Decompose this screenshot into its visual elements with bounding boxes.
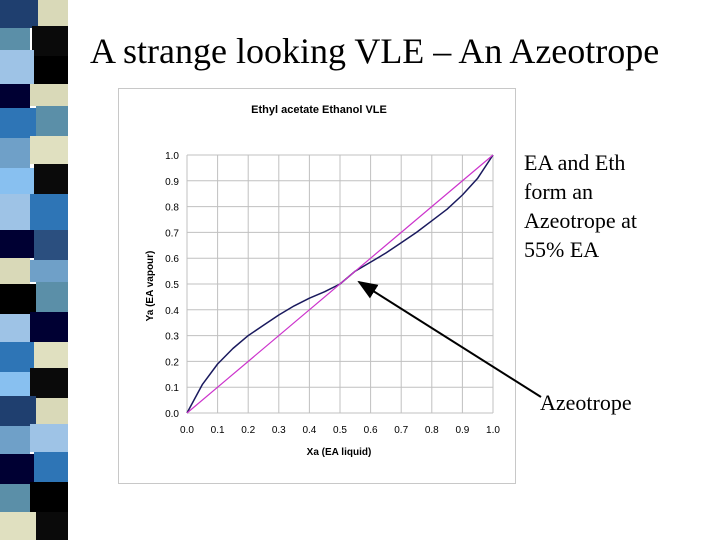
x-tick-label: 0.9	[455, 425, 469, 436]
x-tick-label: 0.5	[333, 425, 347, 436]
stripe-block	[38, 0, 68, 26]
stripe-block	[34, 56, 68, 84]
stripe-block	[34, 452, 68, 482]
note-line-1: EA and Eth	[524, 150, 626, 175]
stripe-block	[30, 424, 68, 452]
stripe-block	[34, 342, 68, 368]
stripe-block	[36, 282, 68, 312]
stripe-block	[0, 84, 30, 108]
decorative-side-stripe	[0, 0, 84, 540]
note-line-2: form an	[524, 179, 594, 204]
stripe-block	[0, 512, 36, 540]
stripe-block	[0, 284, 36, 314]
y-tick-label: 0.4	[165, 306, 179, 317]
stripe-block	[0, 372, 30, 396]
stripe-block	[0, 396, 36, 426]
stripe-block	[0, 314, 30, 342]
stripe-block	[0, 484, 30, 512]
stripe-block	[30, 136, 68, 164]
stripe-block	[0, 168, 34, 194]
stripe-block	[0, 258, 30, 284]
stripe-block	[0, 342, 34, 372]
stripe-block	[0, 454, 34, 484]
stripe-block	[0, 50, 34, 84]
stripe-block	[0, 28, 30, 50]
stripe-block	[36, 398, 68, 424]
y-tick-label: 0.1	[165, 383, 179, 394]
stripe-block	[34, 230, 68, 260]
note-line-3: Azeotrope at	[524, 208, 637, 233]
y-axis-label: Ya (EA vapour)	[145, 251, 156, 322]
stripe-block	[36, 106, 68, 136]
y-tick-label: 0.2	[165, 357, 179, 368]
y-tick-label: 0.7	[165, 228, 179, 239]
stripe-block	[30, 312, 68, 342]
x-tick-label: 0.0	[180, 425, 194, 436]
y-tick-label: 0.9	[165, 177, 179, 188]
azeotrope-label: Azeotrope	[540, 390, 632, 415]
note-line-4: 55% EA	[524, 237, 600, 262]
slide-title: A strange looking VLE – An Azeotrope	[90, 31, 660, 71]
x-tick-label: 0.6	[364, 425, 378, 436]
stripe-block	[32, 26, 68, 56]
x-axis-label: Xa (EA liquid)	[307, 447, 372, 458]
chart-title: Ethyl acetate Ethanol VLE	[251, 104, 387, 116]
y-tick-label: 0.0	[165, 409, 179, 420]
y-tick-label: 0.3	[165, 332, 179, 343]
x-tick-label: 0.4	[302, 425, 316, 436]
vle-chart: Ethyl acetate Ethanol VLE 0.00.00.10.10.…	[145, 104, 500, 458]
x-tick-label: 0.7	[394, 425, 408, 436]
x-tick-label: 0.1	[211, 425, 225, 436]
x-tick-label: 0.2	[241, 425, 255, 436]
stripe-block	[0, 426, 30, 454]
stripe-block	[34, 164, 68, 194]
y-tick-label: 0.6	[165, 254, 179, 265]
azeotrope-note: EA and Eth form an Azeotrope at 55% EA	[524, 148, 694, 264]
stripe-block	[30, 194, 68, 230]
stripe-block	[0, 0, 38, 28]
stripe-block	[30, 84, 68, 106]
diagonal-reference-line	[186, 154, 494, 414]
tick-labels: 0.00.0 0.1 0.1 0.2 0.2 0.3 0.3 0.4 0.4 0.5 0.5 0.6 0…	[165, 151, 500, 436]
x-tick-label: 0.3	[272, 425, 286, 436]
stripe-block	[30, 260, 68, 282]
series-lines	[186, 154, 494, 414]
stripe-block	[30, 482, 68, 512]
stripe-block	[0, 108, 36, 138]
x-tick-label: 0.8	[425, 425, 439, 436]
stripe-block	[30, 368, 68, 398]
y-tick-label: 1.0	[165, 151, 179, 162]
stripe-block	[36, 512, 68, 540]
stripe-block	[0, 138, 30, 168]
y-tick-label: 0.5	[165, 280, 179, 291]
stripe-block	[0, 194, 30, 230]
stripe-block	[0, 230, 34, 258]
chart-frame: Ethyl acetate Ethanol VLE 0.0 0.0 0.1 0.1 0.…	[118, 88, 516, 484]
y-tick-label: 0.8	[165, 203, 179, 214]
x-tick-label: 1.0	[486, 425, 500, 436]
